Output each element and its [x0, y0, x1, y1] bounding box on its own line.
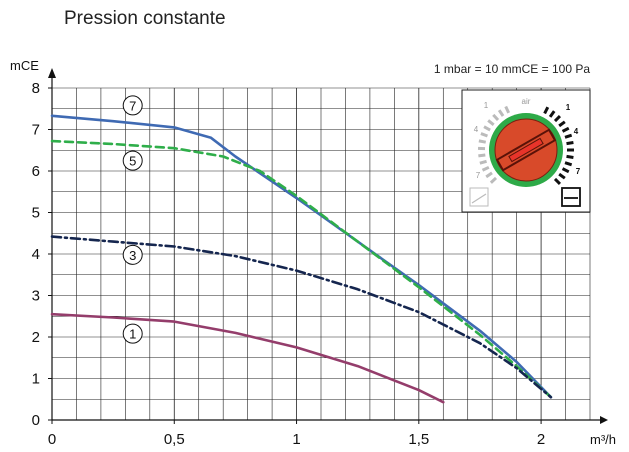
series-labels: 7 5 3 1	[122, 95, 143, 344]
y-tick-label: 4	[32, 246, 40, 263]
series-line-5	[50, 139, 553, 399]
y-tick-label: 1	[32, 371, 40, 388]
series-label-circle	[122, 323, 143, 344]
series-label-3: 3	[129, 248, 136, 263]
dial-mark-right: 1	[566, 103, 571, 112]
series-label-5: 5	[129, 154, 136, 169]
dial-scale-tick-left	[485, 171, 493, 179]
dial-mark-left: 4	[474, 125, 479, 134]
series-line-7	[50, 114, 553, 399]
dial-mark-right: 7	[576, 167, 581, 176]
dial-mark-left: 7	[476, 171, 481, 180]
y-axis-arrow	[48, 68, 56, 78]
dial-scale-tick-left	[492, 113, 500, 122]
dial-scale-tick-right	[553, 114, 562, 123]
dial-scale-tick-left	[480, 132, 488, 138]
dial-scale-tick-right	[543, 106, 550, 115]
dial-scale-tick-left	[497, 109, 505, 117]
dial-scale-tick-left	[478, 153, 486, 158]
series-label-1: 1	[129, 327, 136, 342]
control-dial-inset: 1 4 7 1 4 7 air	[461, 89, 591, 213]
dial-scale-tick-right	[561, 126, 570, 133]
x-tick-label: 2	[537, 431, 545, 448]
series-label-7: 7	[129, 98, 136, 113]
dial-scale-tick-left	[478, 139, 487, 144]
x-axis-label: m³/h	[590, 432, 616, 447]
dial-scale-tick-left	[487, 119, 495, 126]
series-lines	[50, 114, 553, 404]
dial-mark-right: 4	[574, 127, 579, 136]
mode-constant-icon	[561, 187, 581, 207]
unit-note: 1 mbar = 10 mmCE = 100 Pa	[434, 62, 590, 76]
mode-variable-icon-line	[471, 193, 487, 204]
chart-title: Pression constante	[64, 8, 226, 29]
series-label-circle	[122, 244, 143, 265]
mode-variable-icon	[469, 187, 489, 207]
dial-scale-tick-right	[566, 154, 574, 159]
series-line-1	[50, 312, 445, 404]
dial-scale-tick-right	[553, 177, 562, 186]
dial-scale-tick-left	[479, 159, 488, 165]
dial-scale-tick-right	[561, 167, 570, 174]
dial-scale-tick-left	[489, 176, 498, 184]
dial-scale-tick-right	[564, 133, 573, 139]
y-tick-label: 5	[32, 205, 40, 222]
x-tick-label: 1,5	[408, 431, 429, 448]
dial-air-label: air	[522, 97, 531, 106]
dial-scale-tick-right	[566, 141, 574, 146]
series-label-circle	[122, 150, 143, 171]
dial-slot-inner	[508, 137, 544, 163]
y-tick-label: 3	[32, 288, 40, 305]
dial-scale-tick-right	[558, 172, 566, 180]
dial-scale-tick-left	[483, 125, 491, 132]
x-tick-label: 0	[48, 431, 56, 448]
dial-mark-left: 1	[484, 101, 489, 110]
y-tick-label: 2	[32, 329, 40, 346]
y-tick-label: 8	[32, 80, 40, 97]
x-tick-label: 1	[292, 431, 300, 448]
x-axis-arrow	[600, 416, 608, 424]
series-line-3	[50, 235, 553, 399]
y-axis-label: mCE	[10, 58, 39, 73]
series-label-circle	[122, 95, 143, 116]
dial-scale-tick-right	[564, 161, 573, 167]
x-tick-label: 0,5	[164, 431, 185, 448]
y-tick-label: 7	[32, 122, 40, 139]
y-tick-label: 6	[32, 163, 40, 180]
dial-scale-tick-right	[548, 110, 556, 118]
y-tick-label: 0	[32, 412, 40, 429]
dial-scale-tick-left	[481, 165, 490, 172]
axes: 0 1 2 3 4 5 6 7 8 0 0,5 1 1,5 2 mCE m³/h 1 mbar = 10 mmC…	[10, 58, 616, 448]
dial-scale-tick-right	[558, 120, 566, 128]
dial-slot	[495, 128, 557, 172]
dial-scale-tick-left	[504, 105, 511, 114]
